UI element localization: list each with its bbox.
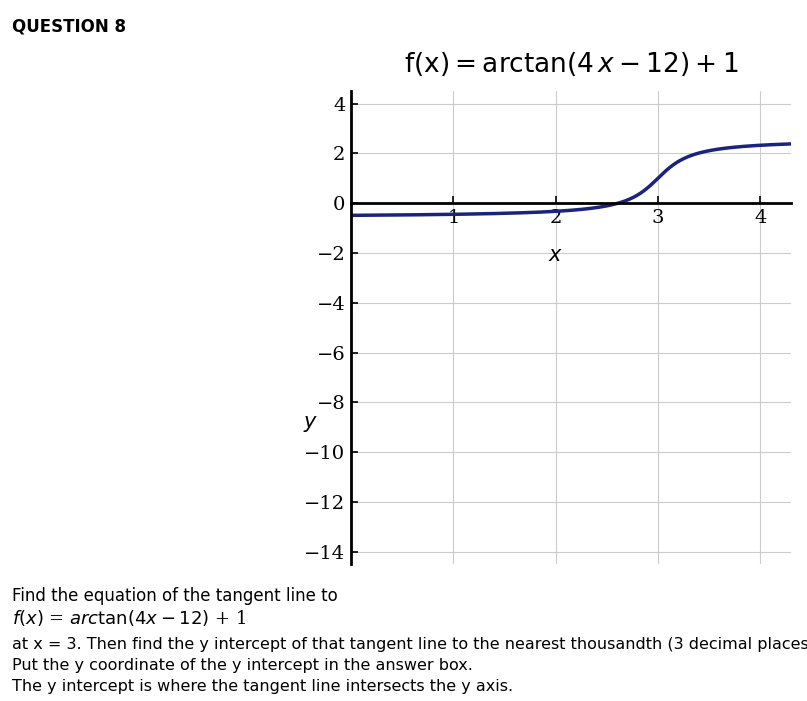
Text: at x = 3. Then find the y intercept of that tangent line to the nearest thousand: at x = 3. Then find the y intercept of t… [12,637,807,651]
Title: $\mathrm{f(x)} = \mathrm{arctan}(4\,x - 12) + 1$: $\mathrm{f(x)} = \mathrm{arctan}(4\,x - … [404,50,738,78]
Text: $x$: $x$ [548,245,563,264]
Text: $y$: $y$ [303,414,318,434]
Text: QUESTION 8: QUESTION 8 [12,18,126,36]
Text: $f(x)$ = $\mathit{arc}$$\mathrm{tan}$$(4x - 12)$ + 1: $f(x)$ = $\mathit{arc}$$\mathrm{tan}$$(4… [12,608,246,628]
Text: The y intercept is where the tangent line intersects the y axis.: The y intercept is where the tangent lin… [12,679,513,693]
Text: Find the equation of the tangent line to: Find the equation of the tangent line to [12,587,338,606]
Text: Put the y coordinate of the y intercept in the answer box.: Put the y coordinate of the y intercept … [12,658,473,672]
